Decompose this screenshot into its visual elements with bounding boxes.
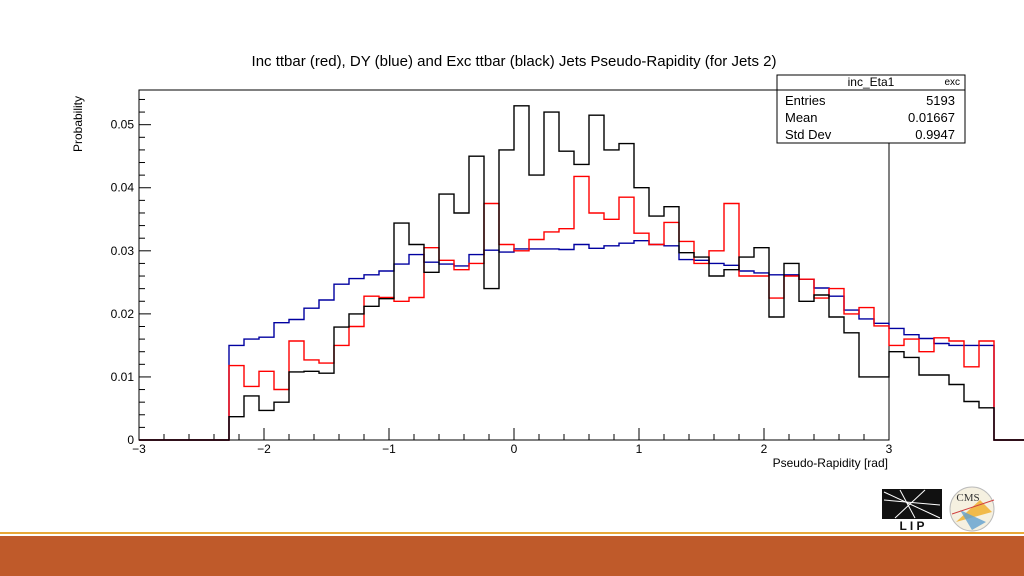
stats-label-mean: Mean [785,110,818,125]
axis-ticks [138,98,890,441]
series-inc-ttbar-line [139,175,1024,441]
stats-option: exc [944,77,960,88]
stats-box: inc_Eta1 exc Entries 5193 Mean 0.01667 S… [776,74,966,144]
y-tick-label: 0.05 [111,118,135,132]
x-tick-label: 1 [636,442,643,456]
lip-logo-text: L I P [899,519,924,533]
y-tick-label: 0 [127,433,134,447]
x-tick-label: 3 [886,442,893,456]
series-exc-ttbar-line [139,105,1024,441]
x-tick-label: 2 [761,442,768,456]
chart-title: Inc ttbar (red), DY (blue) and Exc ttbar… [252,53,777,70]
stats-title: inc_Eta1 [848,75,895,89]
x-tick-label: −2 [257,442,271,456]
cms-logo-text: CMS [956,492,979,504]
y-tick-label: 0.02 [111,307,135,321]
y-tick-label: 0.01 [111,370,135,384]
bottom-footer-bar [0,536,1024,576]
stats-value-mean: 0.01667 [908,110,955,125]
stats-label-stddev: Std Dev [785,127,832,142]
stats-value-entries: 5193 [926,93,955,108]
x-axis-title: Pseudo-Rapidity [rad] [773,456,888,470]
axis-tick-labels: −3 −2 −1 0 1 2 3 0 0.01 0.02 0.03 0.04 0.05 [111,118,893,456]
y-tick-label: 0.03 [111,244,135,258]
stats-value-stddev: 0.9947 [915,127,955,142]
x-tick-label: −3 [132,442,146,456]
y-tick-label: 0.04 [111,181,135,195]
cms-logo: CMS [949,486,995,532]
lip-logo: L I P [882,489,942,533]
bottom-accent-line [0,532,1024,534]
x-tick-label: 0 [511,442,518,456]
stats-label-entries: Entries [785,93,826,108]
histogram-series [139,105,1024,441]
x-tick-label: −1 [382,442,396,456]
y-axis-title: Probability [71,96,85,152]
